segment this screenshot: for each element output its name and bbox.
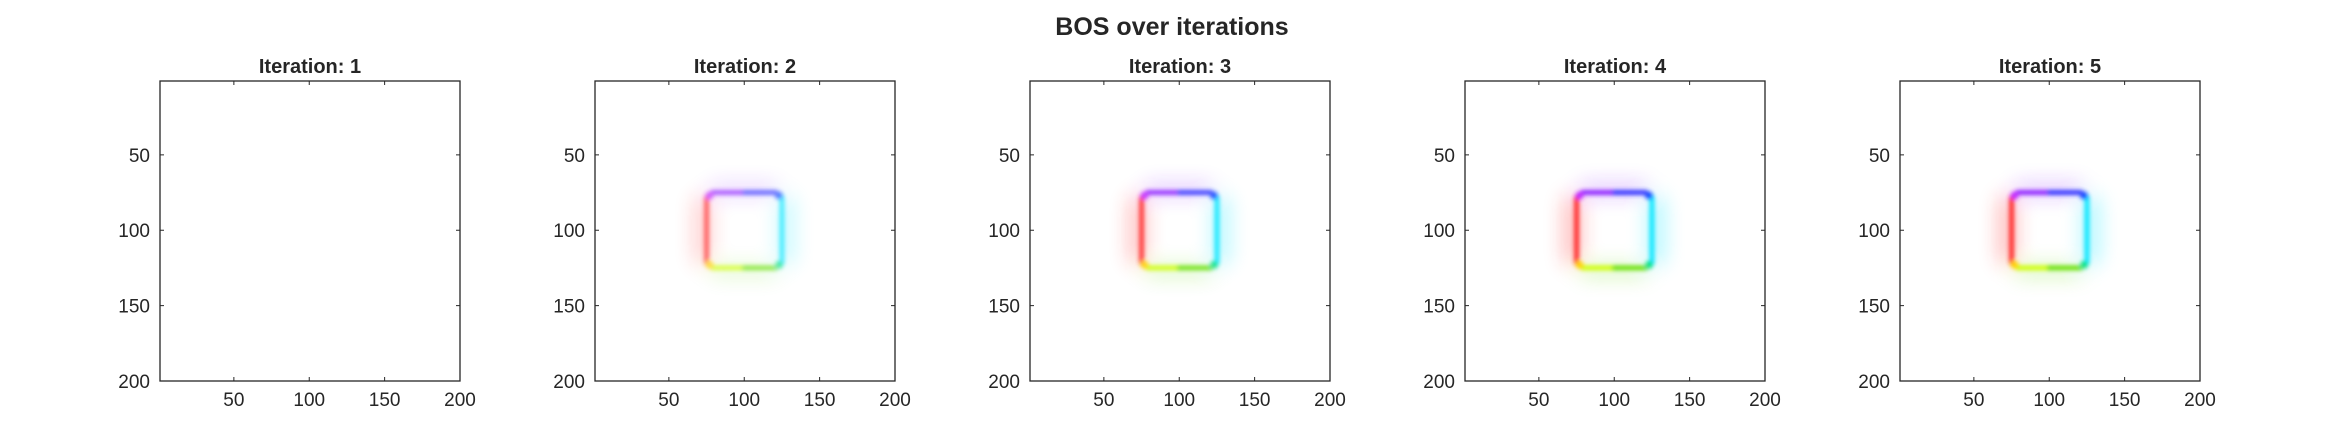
y-tick-label: 200 [1423, 372, 1455, 393]
x-tick-label: 50 [223, 390, 244, 411]
y-tick-label: 50 [1869, 146, 1890, 167]
y-tick-label: 150 [553, 297, 585, 318]
plot-area-1 [160, 81, 460, 381]
axes-frame-1 [159, 80, 461, 382]
y-tick-label: 150 [1423, 297, 1455, 318]
subplot-title-3: Iteration: 3 [1129, 56, 1231, 78]
x-tick-label: 50 [1528, 390, 1549, 411]
x-tick-label: 150 [2109, 390, 2141, 411]
plot-area-2 [595, 81, 895, 381]
subplot-5: Iteration: 5 50 100 150 200 50 100 150 200 [1858, 56, 2216, 411]
axes-frame-3 [1029, 80, 1331, 382]
x-tick-label: 100 [1163, 390, 1195, 411]
bos-image-5 [1999, 184, 2099, 276]
y-tick-label: 150 [118, 297, 150, 318]
x-tick-label: 200 [1314, 390, 1346, 411]
y-tick-label: 150 [988, 297, 1020, 318]
y-tick-label: 100 [1858, 221, 1890, 242]
y-tick-label: 100 [1423, 221, 1455, 242]
plot-area-5 [1900, 81, 2200, 381]
subplot-2: Iteration: 2 50 100 150 200 50 100 150 200 [553, 56, 911, 411]
x-tick-label: 50 [658, 390, 679, 411]
axes-frame-4 [1464, 80, 1766, 382]
y-tick-label: 50 [129, 146, 150, 167]
x-tick-label: 200 [879, 390, 911, 411]
subplot-title-2: Iteration: 2 [694, 56, 796, 78]
x-tick-label: 200 [2184, 390, 2216, 411]
y-tick-label: 200 [1858, 372, 1890, 393]
x-tick-label: 50 [1093, 390, 1114, 411]
subplot-grid: Iteration: 150 100 150 20050100150200Iterat… [118, 56, 2216, 411]
y-tick-label: 100 [118, 221, 150, 242]
y-tick-label: 200 [988, 372, 1020, 393]
x-tick-label: 150 [1239, 390, 1271, 411]
figure-title: BOS over iterations [1055, 13, 1288, 41]
x-tick-label: 200 [444, 390, 476, 411]
x-tick-label: 150 [804, 390, 836, 411]
subplot-title-1: Iteration: 1 [259, 56, 361, 78]
y-tick-label: 50 [1434, 146, 1455, 167]
bos-image-2 [694, 184, 794, 276]
subplot-4: Iteration: 4 50 100 150 200 50 100 150 200 [1423, 56, 1781, 411]
x-tick-label: 200 [1749, 390, 1781, 411]
x-tick-label: 100 [728, 390, 760, 411]
x-tick-label: 50 [1963, 390, 1984, 411]
y-tick-label: 50 [999, 146, 1020, 167]
y-tick-label: 50 [564, 146, 585, 167]
x-tick-label: 100 [2033, 390, 2065, 411]
x-tick-label: 150 [369, 390, 401, 411]
axes-frame-5 [1899, 80, 2201, 382]
subplot-title-4: Iteration: 4 [1564, 56, 1667, 78]
subplot-title-5: Iteration: 5 [1999, 56, 2101, 78]
y-tick-label: 200 [553, 372, 585, 393]
subplot-1: Iteration: 1 50 100 150 200 50 100 150 200 [118, 56, 476, 411]
y-tick-label: 100 [988, 221, 1020, 242]
plot-area-3 [1030, 81, 1330, 381]
subplot-3: Iteration: 3 50 100 150 200 50 100 150 200 [988, 56, 1346, 411]
bos-image-3 [1129, 184, 1229, 276]
plot-area-4 [1465, 81, 1765, 381]
bos-image-4 [1564, 184, 1664, 276]
x-tick-label: 150 [1674, 390, 1706, 411]
x-tick-label: 100 [1598, 390, 1630, 411]
axes-frame-2 [594, 80, 896, 382]
x-tick-label: 100 [293, 390, 325, 411]
y-tick-label: 100 [553, 221, 585, 242]
y-tick-label: 150 [1858, 297, 1890, 318]
y-tick-label: 200 [118, 372, 150, 393]
